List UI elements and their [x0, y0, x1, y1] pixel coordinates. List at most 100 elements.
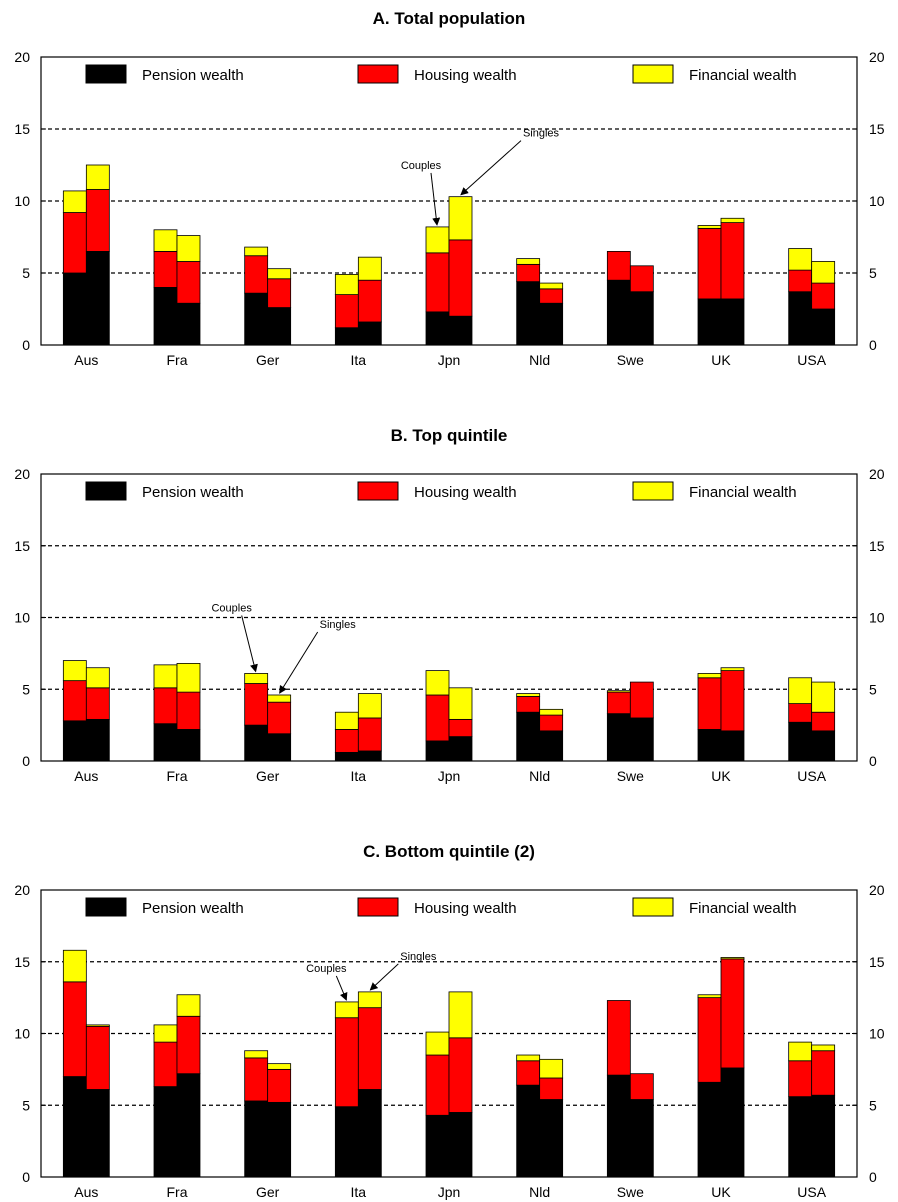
bar-pension-wealth-singles-jpn — [448, 1112, 473, 1178]
bar-pension-wealth-couples-swe — [606, 713, 631, 762]
y-tick-label-right: 20 — [869, 49, 885, 65]
chart-panel-2: B. Top quintile Aus Fra Ger Ita Jpn Nld Swe UK US… — [14, 426, 884, 784]
bar-financial-wealth-couples-fra — [153, 1024, 178, 1043]
bar-pension-wealth-couples-nld — [516, 281, 541, 346]
bar-pension-wealth-couples-usa — [788, 291, 813, 346]
bar-financial-wealth-couples-aus — [62, 190, 87, 213]
bar-financial-wealth-singles-ita — [357, 693, 382, 719]
y-tick-label-left: 15 — [14, 538, 30, 554]
bar-financial-wealth-singles-nld — [539, 282, 564, 290]
bar-financial-wealth-couples-ita — [334, 711, 359, 730]
y-tick-label-right: 15 — [869, 538, 885, 554]
bar-pension-wealth-singles-ita — [357, 750, 382, 762]
bar-housing-wealth-singles-fra — [176, 1015, 201, 1075]
y-tick-label-left: 0 — [22, 1169, 30, 1185]
bar-financial-wealth-couples-fra — [153, 664, 178, 689]
bar-pension-wealth-singles-nld — [539, 1099, 564, 1178]
category-label: Aus — [74, 768, 98, 784]
bar-pension-wealth-couples-aus — [62, 272, 87, 346]
bar-housing-wealth-singles-ita — [357, 717, 382, 752]
category-label: UK — [711, 352, 731, 368]
y-tick-label-right: 20 — [869, 882, 885, 898]
bar-pension-wealth-singles-ita — [357, 1089, 382, 1178]
annotation-arrow-couples — [430, 172, 441, 226]
bar-pension-wealth-singles-aus — [85, 718, 110, 762]
bar-pension-wealth-singles-swe — [629, 717, 654, 762]
y-tick-label-left: 5 — [22, 1097, 30, 1113]
y-tick-label-right: 15 — [869, 954, 885, 970]
bar-pension-wealth-couples-aus — [62, 1076, 87, 1178]
bar-pension-wealth-couples-uk — [697, 729, 722, 762]
bar-financial-wealth-couples-jpn — [425, 670, 450, 696]
bar-pension-wealth-singles-jpn — [448, 736, 473, 762]
bar-housing-wealth-singles-jpn — [448, 718, 473, 738]
bar-pension-wealth-couples-ita — [334, 751, 359, 762]
bar-pension-wealth-couples-nld — [516, 1084, 541, 1178]
annotation-couples: Couples — [306, 963, 347, 975]
bar-housing-wealth-couples-fra — [153, 250, 178, 288]
bar-housing-wealth-couples-aus — [62, 212, 87, 274]
y-tick-label-left: 15 — [14, 121, 30, 137]
bar-pension-wealth-couples-nld — [516, 711, 541, 762]
bar-pension-wealth-couples-fra — [153, 286, 178, 346]
bar-pension-wealth-singles-swe — [629, 1099, 654, 1178]
chart-title: B. Top quintile — [391, 426, 508, 445]
bar-housing-wealth-couples-jpn — [425, 252, 450, 313]
bar-financial-wealth-singles-usa — [811, 681, 836, 713]
annotation-arrow-singles — [369, 963, 399, 991]
bar-financial-wealth-couples-ger — [244, 246, 269, 257]
category-label: Ger — [256, 1184, 280, 1200]
category-label: Swe — [617, 352, 644, 368]
legend-label: Housing wealth — [414, 900, 517, 917]
bar-pension-wealth-singles-usa — [811, 730, 836, 762]
bar-financial-wealth-singles-uk — [720, 957, 745, 960]
bar-pension-wealth-couples-jpn — [425, 311, 450, 346]
chart-panel-1: A. Total population Aus Fra Ger Ita Jpn Nld Swe… — [14, 9, 884, 368]
bar-housing-wealth-couples-ger — [244, 1057, 269, 1102]
y-tick-label-left: 0 — [22, 337, 30, 353]
legend-label: Pension wealth — [142, 67, 244, 84]
category-label: USA — [797, 1184, 826, 1200]
y-tick-label-right: 0 — [869, 337, 877, 353]
bar-pension-wealth-singles-fra — [176, 1073, 201, 1178]
y-tick-label-right: 10 — [869, 193, 885, 209]
bar-financial-wealth-singles-ger — [267, 1063, 292, 1070]
bar-housing-wealth-singles-nld — [539, 1077, 564, 1100]
bar-housing-wealth-singles-nld — [539, 714, 564, 732]
bar-pension-wealth-couples-ger — [244, 1100, 269, 1178]
bar-financial-wealth-couples-ger — [244, 673, 269, 684]
category-label: Swe — [617, 1184, 644, 1200]
bar-housing-wealth-couples-jpn — [425, 694, 450, 742]
bar-pension-wealth-couples-fra — [153, 723, 178, 762]
bar-financial-wealth-singles-aus — [85, 667, 110, 689]
y-tick-label-right: 0 — [869, 753, 877, 769]
bar-financial-wealth-singles-jpn — [448, 991, 473, 1039]
category-label: UK — [711, 768, 731, 784]
bar-pension-wealth-singles-jpn — [448, 315, 473, 346]
chart-panel-3: C. Bottom quintile (2) Aus Fra Ger Ita Jpn Nld… — [14, 842, 884, 1200]
bar-pension-wealth-couples-usa — [788, 1096, 813, 1178]
annotation-singles: Singles — [400, 951, 437, 963]
bar-housing-wealth-singles-fra — [176, 691, 201, 730]
category-label: Aus — [74, 1184, 98, 1200]
legend-swatch — [632, 64, 674, 84]
bar-pension-wealth-singles-fra — [176, 302, 201, 346]
category-label: Fra — [167, 352, 188, 368]
category-label: Ita — [351, 1184, 367, 1200]
bar-housing-wealth-couples-usa — [788, 269, 813, 293]
bar-housing-wealth-singles-usa — [811, 711, 836, 732]
bar-financial-wealth-singles-aus — [85, 1024, 110, 1027]
bar-financial-wealth-couples-aus — [62, 949, 87, 983]
chart-title: C. Bottom quintile (2) — [363, 842, 535, 861]
bar-housing-wealth-couples-uk — [697, 997, 722, 1083]
bar-financial-wealth-couples-ita — [334, 274, 359, 296]
y-tick-label-right: 5 — [869, 265, 877, 281]
y-tick-label-left: 20 — [14, 882, 30, 898]
bar-financial-wealth-singles-nld — [539, 708, 564, 716]
bar-housing-wealth-singles-swe — [629, 1073, 654, 1100]
bar-financial-wealth-couples-usa — [788, 677, 813, 705]
category-label: USA — [797, 768, 826, 784]
bar-housing-wealth-singles-uk — [720, 958, 745, 1069]
category-label: Jpn — [438, 352, 461, 368]
